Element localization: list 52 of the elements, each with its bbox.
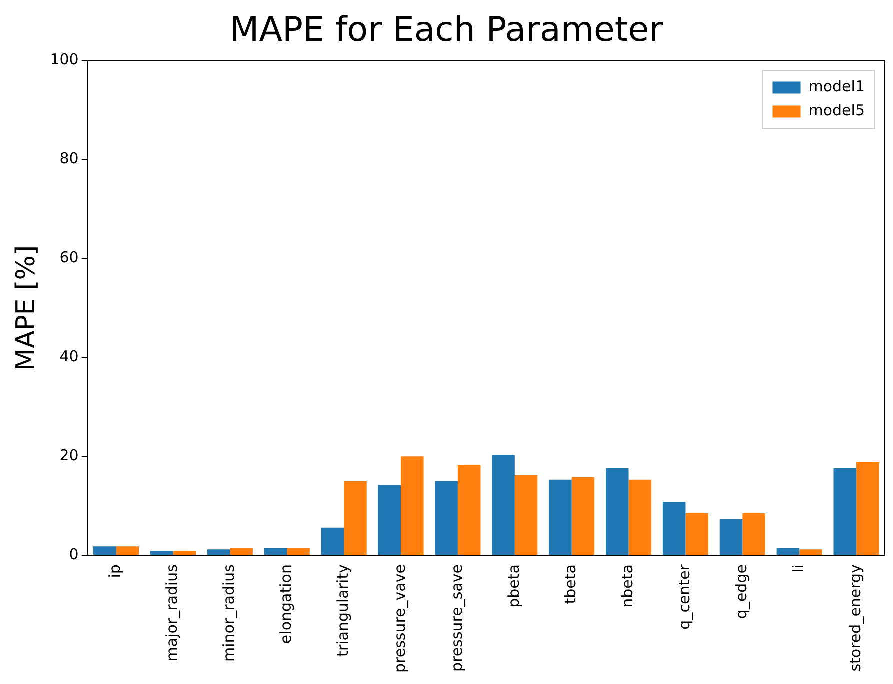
y-tick-label: 0 [69,545,79,564]
x-tick-label: q_center [676,564,694,630]
bar [401,456,424,556]
bar [344,481,367,556]
x-tick-label: triangularity [334,564,352,657]
x-tick-label: pressure_vave [390,564,409,674]
bar [549,480,572,556]
x-tick-label: minor_radius [220,564,238,662]
bar [287,548,310,556]
bar [230,548,253,556]
bar [264,548,288,556]
bar [742,513,766,556]
x-tick-label: ip [106,564,124,578]
y-tick-label: 80 [60,150,79,168]
x-tick-label: pbeta [504,564,523,608]
x-tick-label: elongation [277,564,296,644]
bar [856,462,880,556]
x-tick-label: pressure_save [448,564,466,672]
x-tick-label: stored_energy [846,564,864,672]
bar [378,485,402,556]
bar [662,502,686,556]
x-tick-label: nbeta [618,564,637,608]
bar [686,513,708,556]
bar [458,465,481,556]
bar [628,480,652,556]
y-tick-label: 100 [50,50,79,69]
x-tick-label: tbeta [562,564,580,604]
x-tick-label: q_edge [732,564,751,620]
bar [800,550,822,556]
bar [94,546,116,556]
bar [435,481,458,556]
bar [207,550,230,556]
bar [116,546,140,556]
bar [514,475,538,556]
bar [776,548,800,556]
bar [572,477,595,556]
bar [606,468,629,556]
y-tick-label: 60 [60,248,79,267]
bar [720,519,743,556]
bar [321,528,344,556]
y-tick-label: 40 [60,348,79,366]
x-tick-label: major_radius [163,564,182,662]
chart-title: MAPE for Each Parameter [230,10,664,50]
legend-label: model1 [808,78,865,96]
y-axis-title: MAPE [%] [11,245,42,371]
bar [492,455,515,556]
legend-label: model5 [808,102,865,120]
bar [150,551,174,556]
y-tick-label: 20 [60,446,79,464]
x-tick-label: li [789,564,808,573]
bar [173,551,196,556]
bar [834,468,857,556]
